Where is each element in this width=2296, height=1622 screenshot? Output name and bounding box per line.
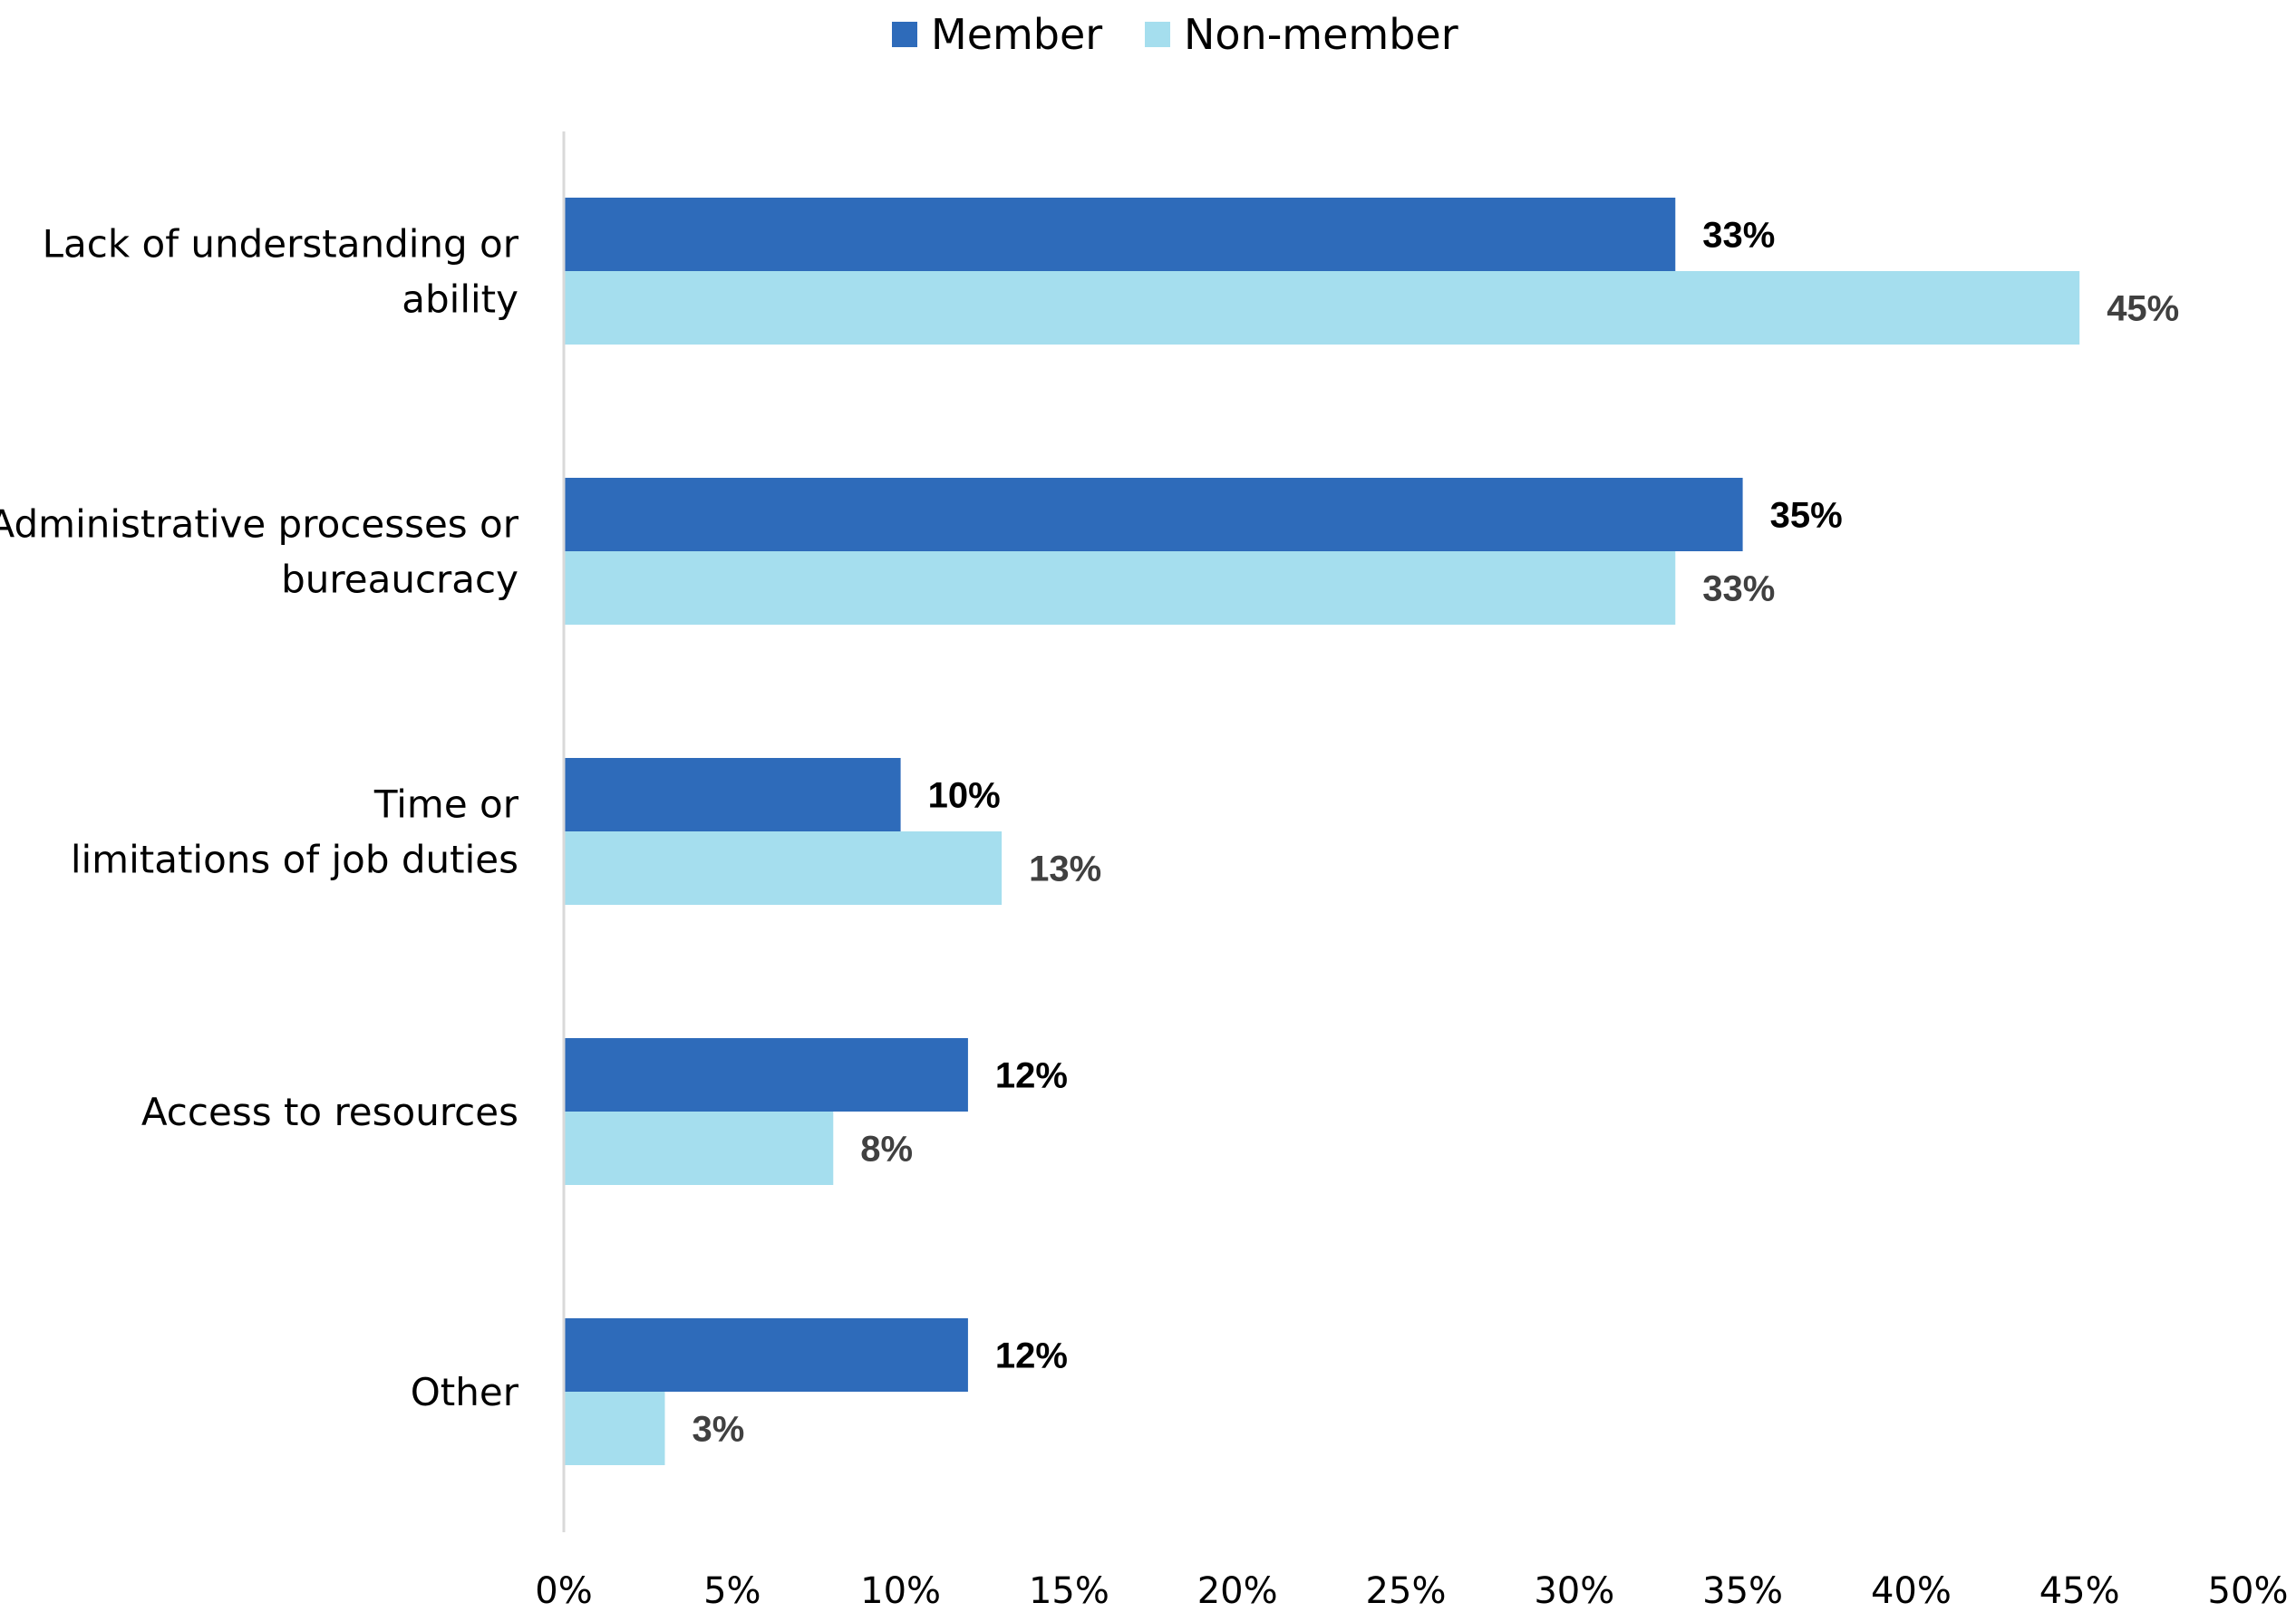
data-label-member-0: 33% bbox=[1702, 216, 1775, 256]
data-label-non-member-2: 13% bbox=[1029, 850, 1101, 889]
bar-member-2 bbox=[564, 758, 901, 831]
data-label-non-member-3: 8% bbox=[860, 1130, 913, 1170]
bar-non-member-1 bbox=[564, 551, 1676, 625]
x-tick-label-10: 10% bbox=[860, 1570, 941, 1612]
category-label-2: Time or limitations of job duties bbox=[71, 782, 519, 882]
bars: 33% 35% 10% 12% 12% 45% 33% 13% 8% 3% bbox=[564, 198, 2179, 1465]
x-tick-label-40: 40% bbox=[1871, 1570, 1952, 1612]
bar-non-member-0 bbox=[564, 271, 2080, 345]
legend-label-member: Member bbox=[931, 10, 1102, 59]
data-label-member-4: 12% bbox=[995, 1336, 1068, 1376]
x-tick-label-15: 15% bbox=[1029, 1570, 1109, 1612]
x-tick-label-35: 35% bbox=[1702, 1570, 1783, 1612]
legend-label-non-member: Non-member bbox=[1184, 10, 1458, 59]
x-tick-label-20: 20% bbox=[1197, 1570, 1278, 1612]
legend-swatch-non-member bbox=[1145, 22, 1170, 47]
bar-non-member-2 bbox=[564, 831, 1003, 905]
category-labels: Lack of understanding or ability Administr… bbox=[0, 222, 519, 1415]
data-label-member-3: 12% bbox=[995, 1056, 1068, 1096]
x-axis-ticks: 0% 5% 10% 15% 20% 25% 30% 35% 40% 45% 50% bbox=[535, 1570, 2288, 1612]
data-label-non-member-0: 45% bbox=[2107, 289, 2179, 329]
category-label-1: Administrative processes or bureaucracy bbox=[0, 502, 519, 602]
x-tick-label-0: 0% bbox=[535, 1570, 592, 1612]
x-tick-label-5: 5% bbox=[703, 1570, 760, 1612]
bar-member-4 bbox=[564, 1318, 968, 1392]
bar-member-3 bbox=[564, 1038, 968, 1112]
category-label-3: Access to resources bbox=[141, 1090, 518, 1134]
data-label-non-member-4: 3% bbox=[692, 1410, 744, 1450]
bar-member-0 bbox=[564, 198, 1676, 271]
data-label-member-1: 35% bbox=[1770, 496, 1843, 536]
category-label-4: Other bbox=[411, 1370, 519, 1414]
legend-swatch-member bbox=[892, 22, 917, 47]
x-tick-label-50: 50% bbox=[2208, 1570, 2289, 1612]
data-label-member-2: 10% bbox=[928, 776, 1001, 816]
bar-non-member-3 bbox=[564, 1112, 834, 1185]
x-tick-label-45: 45% bbox=[2039, 1570, 2120, 1612]
x-tick-label-25: 25% bbox=[1366, 1570, 1447, 1612]
x-tick-label-30: 30% bbox=[1534, 1570, 1614, 1612]
bar-non-member-4 bbox=[564, 1392, 665, 1465]
bar-member-1 bbox=[564, 478, 1743, 551]
data-label-non-member-1: 33% bbox=[1702, 569, 1775, 609]
category-label-0: Lack of understanding or ability bbox=[43, 222, 519, 322]
legend: Member Non-member bbox=[892, 10, 1458, 59]
